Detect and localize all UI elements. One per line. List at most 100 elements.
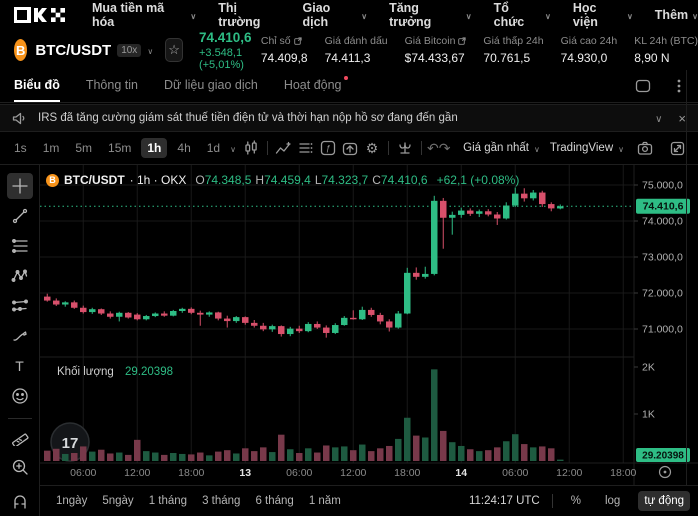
candle[interactable] — [296, 328, 303, 332]
volume-bar[interactable] — [80, 446, 87, 461]
volume-bar[interactable] — [44, 450, 51, 461]
volume-bar[interactable] — [323, 445, 330, 461]
volume-bar[interactable] — [467, 449, 474, 461]
volume-bar[interactable] — [296, 453, 303, 461]
range-5ngày[interactable]: 5ngày — [102, 495, 134, 507]
volume-bar[interactable] — [134, 439, 141, 461]
volume-bar[interactable] — [386, 445, 393, 461]
volume-bar[interactable] — [188, 454, 195, 461]
candle[interactable] — [476, 211, 483, 214]
candle[interactable] — [458, 210, 465, 215]
candle[interactable] — [287, 328, 294, 335]
candle-style-icon[interactable] — [240, 137, 262, 159]
volume-bar[interactable] — [494, 447, 501, 461]
volume-bar[interactable] — [224, 450, 231, 461]
volume-bar[interactable] — [269, 452, 276, 461]
tradingview-dropdown[interactable]: TradingView ∨ — [549, 142, 624, 154]
candle[interactable] — [386, 321, 393, 328]
candle[interactable] — [188, 308, 195, 313]
chart-settings-gear-icon[interactable]: ⚙ — [365, 139, 379, 156]
candle[interactable] — [323, 327, 330, 333]
pair-name[interactable]: BTC/USDT — [35, 41, 112, 59]
volume-bar[interactable] — [449, 442, 456, 461]
candle[interactable] — [512, 193, 519, 206]
external-link-icon[interactable] — [458, 37, 467, 45]
candle[interactable] — [305, 323, 312, 332]
tab-thông-tin[interactable]: Thông tin — [85, 78, 138, 92]
volume-bar[interactable] — [242, 448, 249, 461]
candle[interactable] — [449, 214, 456, 218]
candle[interactable] — [233, 317, 240, 322]
candle[interactable] — [107, 313, 114, 317]
redo-icon[interactable]: ↷ — [438, 139, 451, 156]
volume-bar[interactable] — [152, 452, 159, 461]
indicators-icon[interactable] — [273, 137, 295, 159]
candle[interactable] — [53, 300, 60, 305]
candle[interactable] — [377, 314, 384, 322]
interval-4h[interactable]: 4h — [177, 141, 191, 155]
range-1ngày[interactable]: 1ngày — [56, 495, 88, 507]
range-3-tháng[interactable]: 3 tháng — [202, 495, 241, 507]
candle[interactable] — [116, 312, 123, 317]
fx-indicator-icon[interactable]: ƒ — [317, 137, 339, 159]
candle[interactable] — [215, 312, 222, 319]
nav-item-thêm[interactable]: Thêm ∨ — [655, 8, 698, 22]
long-short-position-tool[interactable] — [7, 293, 33, 319]
interval-1h[interactable]: 1h — [141, 138, 168, 158]
brush-tool[interactable] — [7, 323, 33, 349]
volume-bar[interactable] — [341, 446, 348, 461]
nav-item-mua-tiền-mã-hóa[interactable]: Mua tiền mã hóa ∨ — [92, 1, 196, 29]
candle[interactable] — [485, 211, 492, 215]
volume-bar[interactable] — [512, 434, 519, 461]
volume-bar[interactable] — [332, 447, 339, 461]
scale-alert-icon[interactable] — [394, 137, 416, 159]
range-1-năm[interactable]: 1 năm — [308, 495, 341, 507]
interval-1m[interactable]: 1m — [42, 141, 60, 155]
volume-bar[interactable] — [170, 453, 177, 461]
candle[interactable] — [62, 302, 69, 305]
candle[interactable] — [170, 311, 177, 316]
range-1-tháng[interactable]: 1 tháng — [148, 495, 188, 507]
scroll-to-latest-icon[interactable] — [658, 465, 672, 479]
candle[interactable] — [548, 204, 555, 209]
volume-bar[interactable] — [260, 447, 267, 461]
undo-icon[interactable]: ↶ — [426, 139, 439, 156]
volume-bar[interactable] — [197, 452, 204, 461]
volume-bar[interactable] — [305, 448, 312, 461]
candle[interactable] — [179, 308, 186, 311]
external-link-icon[interactable] — [293, 37, 302, 45]
last-price-badge[interactable] — [636, 198, 690, 214]
candle[interactable] — [206, 312, 213, 315]
candle[interactable] — [404, 272, 411, 314]
volume-bar[interactable] — [503, 441, 510, 461]
volume-bar[interactable] — [116, 452, 123, 461]
candle[interactable] — [431, 200, 438, 274]
layout-panel-icon[interactable] — [632, 75, 654, 97]
candle[interactable] — [125, 312, 132, 318]
candlestick-chart[interactable]: 17 75.000,0 74.000,0 73.000,0 72.000,0 71.000… — [40, 165, 698, 485]
candle[interactable] — [530, 192, 537, 199]
volume-bar[interactable] — [161, 454, 168, 461]
interval-1d[interactable]: 1d — [206, 141, 221, 155]
candle[interactable] — [152, 313, 159, 317]
candle[interactable] — [71, 302, 78, 308]
volume-bar[interactable] — [458, 445, 465, 461]
candle[interactable] — [395, 313, 402, 328]
volume-bar[interactable] — [350, 450, 357, 461]
candle[interactable] — [134, 314, 141, 320]
nav-item-thị-trường[interactable]: Thị trường — [218, 1, 280, 29]
volume-bar[interactable] — [314, 452, 321, 461]
volume-bar[interactable] — [530, 447, 537, 461]
candle[interactable] — [503, 205, 510, 219]
candle[interactable] — [242, 317, 249, 323]
tradingview-watermark[interactable] — [50, 422, 90, 462]
volume-bar[interactable] — [215, 451, 222, 461]
auto-scale-button[interactable]: tự động — [638, 491, 690, 511]
display-settings-icon[interactable] — [295, 137, 317, 159]
fullscreen-expand-icon[interactable] — [666, 137, 688, 159]
interval-1s[interactable]: 1s — [14, 141, 27, 155]
interval-chevron-icon[interactable]: ∨ — [230, 144, 236, 154]
volume-bar[interactable] — [413, 435, 420, 461]
volume-bar[interactable] — [62, 453, 69, 461]
nav-item-giao-dịch[interactable]: Giao dịch ∨ — [303, 1, 368, 29]
